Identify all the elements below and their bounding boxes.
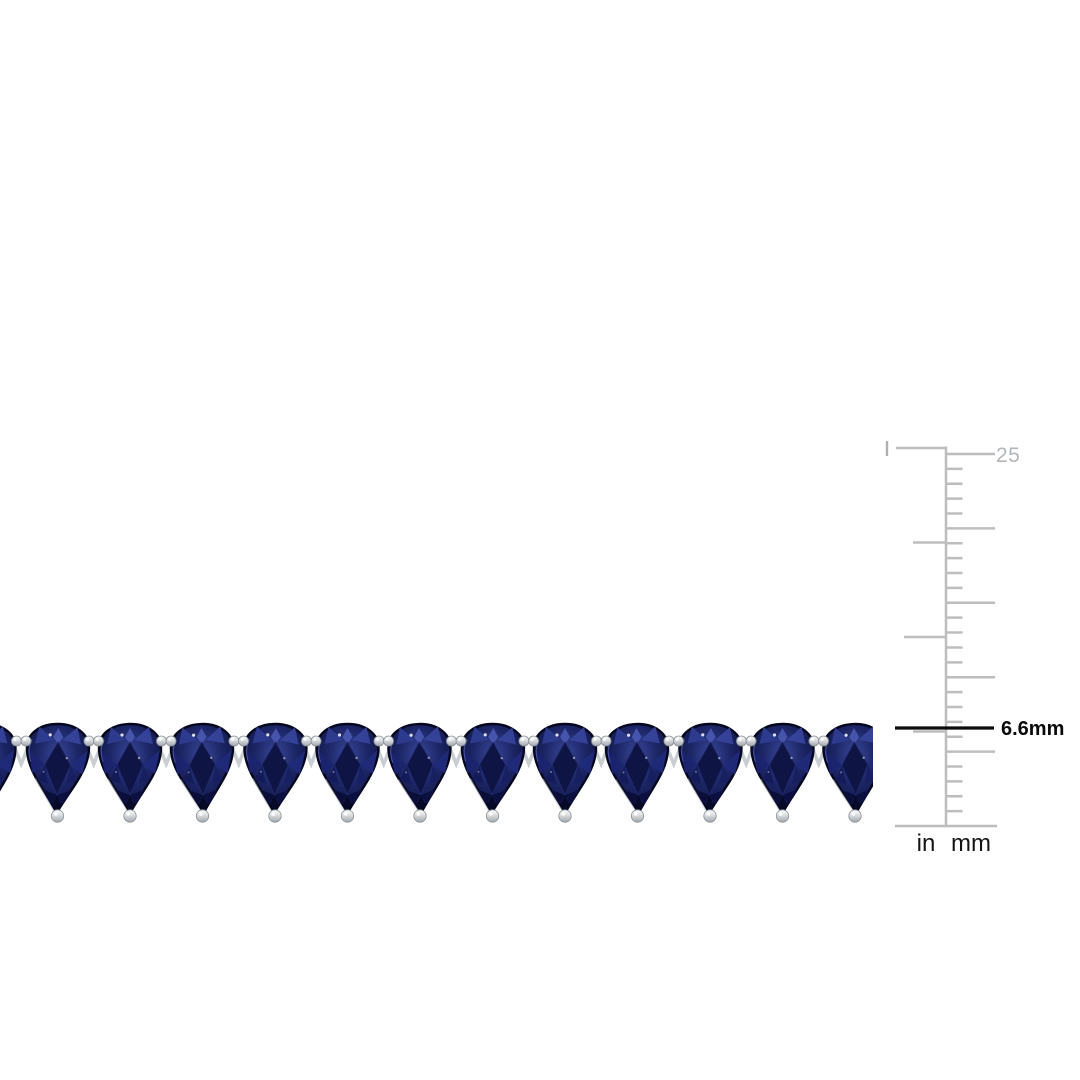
sapphire-gem [459, 722, 526, 816]
prong-ball [745, 735, 757, 747]
prong-ball [228, 735, 240, 747]
prong-ball-highlight [86, 737, 90, 741]
prong-ball-highlight [521, 737, 525, 741]
prong-ball [93, 735, 104, 747]
prong-ball-highlight [385, 737, 389, 741]
prong-ball-highlight [458, 737, 462, 741]
sapphire-gem [676, 722, 744, 816]
prong-ball [50, 809, 65, 823]
prong-ball-highlight [271, 812, 276, 816]
prong-ball-highlight [748, 737, 752, 741]
prong-ball-highlight [603, 737, 607, 741]
unit-label-mm: mm [951, 830, 991, 857]
prong-ball [383, 735, 394, 747]
prong-ball [83, 735, 95, 747]
sapphire-gem [169, 722, 236, 816]
sapphire-gem [604, 722, 671, 816]
prong-ball [736, 735, 747, 747]
prong-ball [20, 735, 32, 747]
prong-ball [11, 735, 22, 747]
prong-ball [310, 735, 322, 747]
ruler-max-label: 25 [996, 444, 1020, 467]
prong-ball-highlight [561, 812, 566, 816]
sapphire-gem [821, 722, 873, 816]
prong-ball [673, 735, 684, 747]
sapphire-gem [97, 722, 163, 816]
prong-ball-highlight [416, 812, 421, 816]
prong-ball [558, 809, 572, 823]
prong-ball-highlight [634, 812, 638, 816]
prong-ball-highlight [95, 737, 99, 741]
prong-ball [156, 735, 167, 747]
prong-ball-highlight [675, 737, 679, 741]
prong-ball-highlight [666, 737, 670, 741]
prong-ball-highlight [199, 812, 203, 816]
prong-ball-highlight [811, 737, 815, 741]
prong-ball [413, 809, 427, 823]
prong-ball [455, 735, 467, 747]
prong-ball [340, 809, 355, 823]
bracelet-photo [0, 722, 873, 823]
prong-ball-highlight [54, 812, 58, 816]
prong-ball [808, 735, 820, 747]
prong-ball-highlight [158, 737, 162, 741]
prong-ball [518, 735, 530, 747]
prong-ball [663, 735, 675, 747]
prong-ball [775, 809, 790, 823]
prong-ball [818, 735, 829, 747]
prong-ball [238, 735, 249, 747]
sapphire-gem [241, 722, 309, 816]
prong-ball-highlight [820, 737, 824, 741]
prong-ball [591, 735, 602, 747]
prong-ball-highlight [231, 737, 235, 741]
prong-ball-highlight [738, 737, 742, 741]
prong-ball [703, 809, 717, 823]
prong-ball-highlight [530, 737, 534, 741]
prong-ball-highlight [126, 812, 131, 816]
prong-ball [630, 809, 645, 823]
prong-ball [446, 735, 457, 747]
sapphire-gem [532, 722, 598, 816]
ruler: 25 6.6mm in mm [885, 441, 1064, 857]
prong-ball [373, 735, 385, 747]
prong-ball-highlight [23, 737, 27, 741]
prong-ball-highlight [706, 812, 711, 816]
prong-ball [485, 809, 500, 823]
unit-label-in: in [917, 830, 936, 857]
prong-ball [301, 735, 312, 747]
prong-ball-highlight [448, 737, 452, 741]
prong-ball-highlight [779, 812, 783, 816]
prong-ball-highlight [593, 737, 597, 741]
measurement-label: 6.6mm [1001, 718, 1064, 740]
prong-ball [165, 735, 177, 747]
prong-ball [600, 735, 612, 747]
prong-ball-highlight [376, 737, 380, 741]
prong-ball-highlight [168, 737, 172, 741]
prong-ball [195, 809, 210, 823]
sapphire-gem [386, 722, 454, 816]
prong-ball-highlight [240, 737, 244, 741]
sapphire-gem [24, 722, 91, 816]
prong-ball-highlight [13, 737, 17, 741]
prong-ball [848, 809, 862, 823]
prong-ball [123, 809, 137, 823]
sapphire-gem [315, 722, 380, 816]
prong-ball-highlight [851, 812, 856, 816]
ruler-ticks [885, 441, 997, 828]
prong-ball [528, 735, 539, 747]
prong-ball-highlight [303, 737, 307, 741]
prong-ball-highlight [313, 737, 317, 741]
prong-ball [268, 809, 282, 823]
sapphire-gem [750, 722, 815, 816]
prong-ball-highlight [489, 812, 493, 816]
prong-ball-highlight [344, 812, 348, 816]
